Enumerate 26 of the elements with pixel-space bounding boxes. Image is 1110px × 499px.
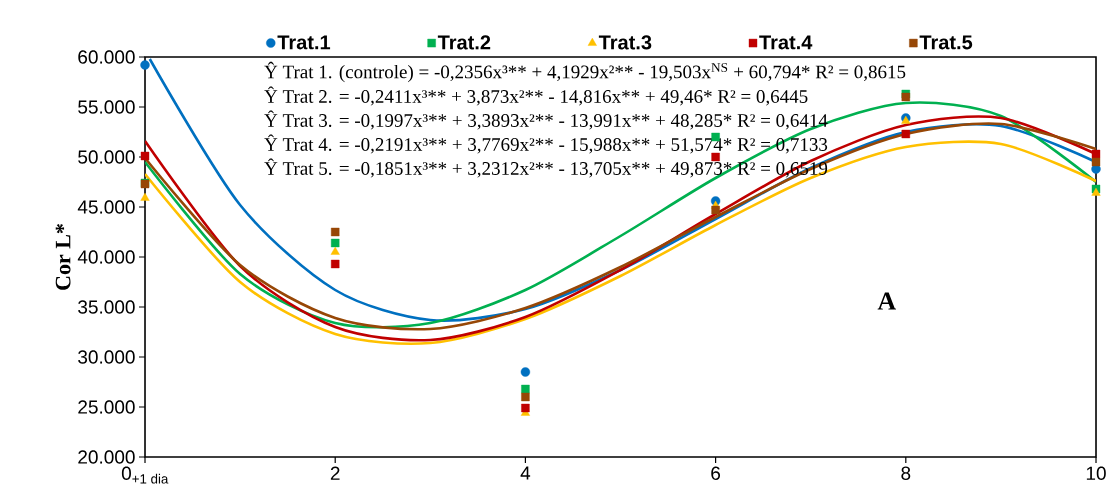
annotation: A [877, 292, 896, 310]
y-tick-label: 20.000 [78, 450, 135, 464]
legend-label: Trat.3 [598, 35, 652, 50]
x-tick-label: 2 [330, 466, 340, 480]
legend-label: Trat.5 [919, 35, 973, 50]
x-tick-label: 4 [520, 466, 531, 480]
annotation: Ŷ Trat 4. = -0,2191x³** + 3,7769x²** - 15,988x** + 51,574* R² = 0,7133 [264, 134, 828, 154]
annotation: Ŷ Trat 3. = -0,1997x³** + 3,3893x²** - 13,991x** + 48,285* R² = 0,6414 [264, 110, 828, 130]
x-tick-label: 6 [711, 466, 721, 480]
legend-label: Trat.1 [277, 35, 331, 50]
y-tick-label: 35.000 [78, 300, 135, 314]
y-tick-label: 50.000 [78, 150, 135, 164]
y-tick-label: 40.000 [77, 250, 135, 264]
x-tick-label: 10 [1086, 466, 1106, 480]
y-tick-label: 25.000 [78, 400, 135, 414]
x-tick-label: 0$_{+1 dia}$ [121, 466, 169, 484]
y-tick-label: 45.000 [77, 200, 135, 214]
y-tick-label: 30.000 [78, 350, 135, 364]
y-axis-title: Cor L* [55, 224, 71, 290]
x-tick-label: 8 [901, 466, 911, 480]
annotation: Ŷ Trat 2. = -0,2411x³** + 3,873x²** - 14,816x** + 49,46* R² = 0,6445 [264, 86, 808, 106]
legend-label: Trat.4 [759, 35, 813, 50]
annotation: Ŷ Trat 1. (controle) = -0,2356x³** + 4,1929x²** - 19,503x$^{NS}$ + 60,794* R² = 0,8615 [264, 61, 906, 83]
legend-label: Trat.2 [437, 35, 491, 50]
y-tick-label: 55.000 [78, 100, 135, 114]
y-tick-label: 60.000 [78, 50, 135, 64]
